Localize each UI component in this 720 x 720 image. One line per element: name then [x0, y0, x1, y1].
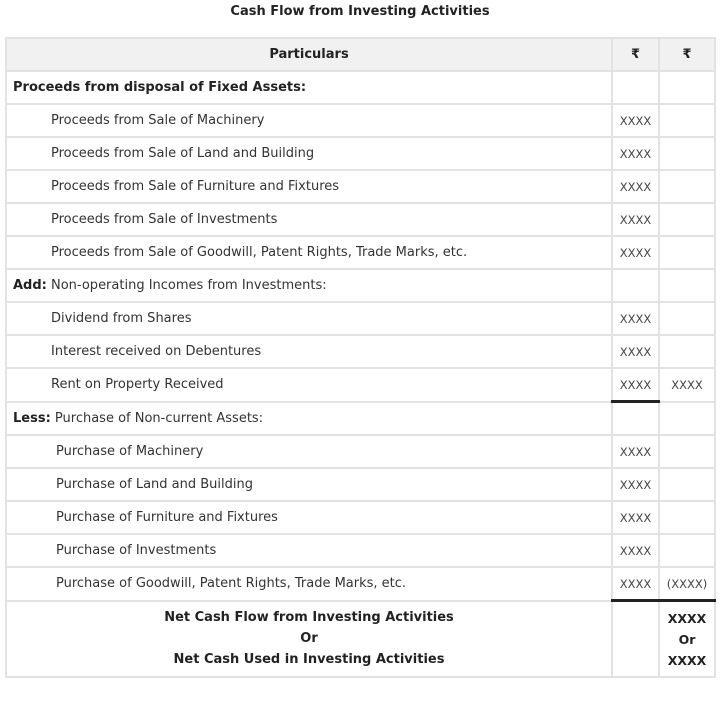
total-value: XXXX Or XXXX: [658, 599, 716, 678]
row-amount-1: XXXX: [611, 434, 660, 469]
row-amount-2: XXXX: [658, 367, 716, 403]
row-label-text: Purchase of Land and Building: [56, 477, 253, 492]
row-amount-2: [658, 500, 716, 535]
header-rupee-2: ₹: [658, 37, 716, 72]
row-label-text: Purchase of Goodwill, Patent Rights, Tra…: [56, 576, 407, 592]
row-label-bold: Add:: [13, 278, 47, 293]
row-amount-2: [658, 103, 716, 138]
header-rupee-1: ₹: [611, 37, 660, 72]
row-amount-2: [658, 334, 716, 369]
table-row: Proceeds from Sale of Land and Building X…: [5, 136, 716, 171]
table-row: Proceeds from disposal of Fixed Assets:: [5, 70, 716, 105]
row-amount-1: XXXX: [611, 301, 660, 336]
row-label: Purchase of Furniture and Fixtures: [5, 500, 613, 535]
total-col1: [611, 599, 660, 678]
row-amount-1: XXXX: [611, 367, 660, 403]
row-amount-2: [658, 301, 716, 336]
table-row: Rent on Property Received XXXX XXXX: [5, 367, 716, 403]
row-amount-1: XXXX: [611, 467, 660, 502]
row-label-text: Rent on Property Received: [51, 377, 224, 393]
row-amount-1: [611, 70, 660, 105]
row-amount-1: XXXX: [611, 103, 660, 138]
row-label-text: Proceeds from Sale of Investments: [51, 212, 278, 227]
total-value-1: XXXX: [667, 610, 707, 626]
row-amount-1: XXXX: [611, 235, 660, 270]
row-label: Purchase of Land and Building: [5, 467, 613, 502]
row-label: Purchase of Goodwill, Patent Rights, Tra…: [5, 566, 613, 602]
table-row: Purchase of Machinery XXXX: [5, 434, 716, 469]
row-amount-2: (XXXX): [658, 566, 716, 602]
total-line-2: Net Cash Used in Investing Activities: [173, 652, 445, 668]
row-label: Rent on Property Received: [5, 367, 613, 403]
row-amount-2: [658, 136, 716, 171]
table-row: Purchase of Furniture and Fixtures XXXX: [5, 500, 716, 535]
row-label: Proceeds from disposal of Fixed Assets:: [5, 70, 613, 105]
row-label: Add: Non-operating Incomes from Investme…: [5, 268, 613, 303]
row-label-text: Purchase of Non-current Assets:: [50, 410, 264, 426]
row-label-text: Purchase of Machinery: [56, 444, 204, 459]
row-label: Proceeds from Sale of Land and Building: [5, 136, 613, 171]
row-amount-2: [658, 268, 716, 303]
row-amount-2: [658, 202, 716, 237]
row-amount-1: XXXX: [611, 334, 660, 369]
row-label: Purchase of Machinery: [5, 434, 613, 469]
table-row: Proceeds from Sale of Goodwill, Patent R…: [5, 235, 716, 270]
table-row: Proceeds from Sale of Furniture and Fixt…: [5, 169, 716, 204]
row-label-text: Interest received on Debentures: [51, 344, 262, 359]
row-amount-2: [658, 467, 716, 502]
row-label: Less: Purchase of Non-current Assets:: [5, 400, 613, 436]
table-row: Purchase of Investments XXXX: [5, 533, 716, 568]
table-row: Interest received on Debentures XXXX: [5, 334, 716, 369]
table-title: Cash Flow from Investing Activities: [230, 4, 490, 19]
row-label-text: Proceeds from Sale of Goodwill, Patent R…: [51, 245, 468, 260]
total-line-1: Net Cash Flow from Investing Activities: [164, 610, 454, 626]
row-amount-1: XXXX: [611, 500, 660, 535]
cash-flow-table: Particulars ₹ ₹ Proceeds from disposal o…: [5, 37, 716, 678]
row-amount-1: XXXX: [611, 136, 660, 171]
row-amount-1: XXXX: [611, 202, 660, 237]
row-amount-1: [611, 400, 660, 436]
row-amount-2: [658, 533, 716, 568]
row-amount-1: [611, 268, 660, 303]
row-label: Proceeds from Sale of Furniture and Fixt…: [5, 169, 613, 204]
table-row: Dividend from Shares XXXX: [5, 301, 716, 336]
table-row: Less: Purchase of Non-current Assets:: [5, 400, 716, 436]
table-row: Purchase of Goodwill, Patent Rights, Tra…: [5, 566, 716, 602]
row-label-text: Purchase of Furniture and Fixtures: [56, 510, 278, 525]
table-row: Proceeds from Sale of Investments XXXX: [5, 202, 716, 237]
table-row: Add: Non-operating Incomes from Investme…: [5, 268, 716, 303]
total-or: Or: [300, 631, 318, 647]
row-label: Proceeds from Sale of Goodwill, Patent R…: [5, 235, 613, 270]
row-label-text: Proceeds from Sale of Land and Building: [51, 146, 315, 161]
row-label: Proceeds from Sale of Machinery: [5, 103, 613, 138]
header-row: Particulars ₹ ₹: [5, 37, 716, 72]
row-amount-1: XXXX: [611, 169, 660, 204]
table-row: Purchase of Land and Building XXXX: [5, 467, 716, 502]
row-amount-1: XXXX: [611, 566, 660, 602]
row-label: Proceeds from Sale of Investments: [5, 202, 613, 237]
total-row: Net Cash Flow from Investing Activities …: [5, 599, 716, 678]
table-row: Proceeds from Sale of Machinery XXXX: [5, 103, 716, 138]
row-amount-2: [658, 400, 716, 436]
row-amount-2: [658, 434, 716, 469]
row-amount-2: [658, 235, 716, 270]
row-label-text: Proceeds from Sale of Machinery: [51, 113, 265, 128]
total-value-or: Or: [678, 631, 696, 647]
row-label-text: Purchase of Investments: [56, 543, 217, 558]
row-label: Dividend from Shares: [5, 301, 613, 336]
row-label-text: Non-operating Incomes from Investments:: [46, 278, 327, 293]
total-label: Net Cash Flow from Investing Activities …: [5, 599, 613, 678]
row-label-bold: Proceeds from disposal of Fixed Assets:: [13, 80, 307, 95]
row-amount-1: XXXX: [611, 533, 660, 568]
total-value-2: XXXX: [667, 652, 707, 668]
row-amount-2: [658, 169, 716, 204]
header-particulars: Particulars: [5, 37, 613, 72]
row-label: Interest received on Debentures: [5, 334, 613, 369]
row-label-text: Dividend from Shares: [51, 311, 192, 326]
row-amount-2: [658, 70, 716, 105]
row-label: Purchase of Investments: [5, 533, 613, 568]
row-label-bold: Less:: [13, 410, 51, 426]
row-label-text: Proceeds from Sale of Furniture and Fixt…: [51, 179, 340, 194]
